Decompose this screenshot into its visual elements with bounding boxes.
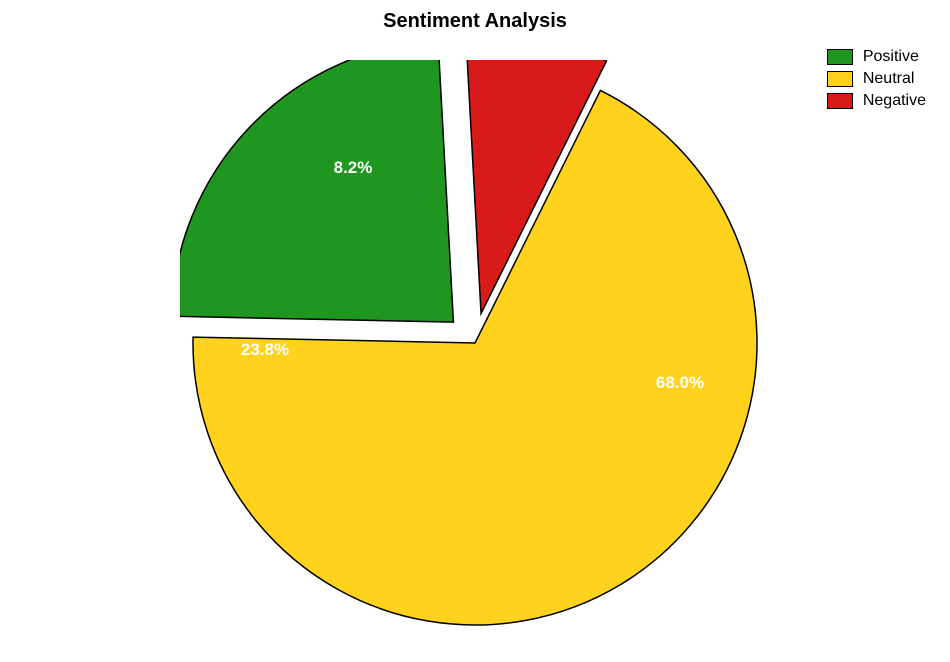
legend-label: Negative: [863, 92, 926, 110]
legend-swatch: [827, 49, 853, 65]
legend-label: Neutral: [863, 70, 915, 88]
slice-label-positive: 23.8%: [241, 340, 289, 360]
chart-title: Sentiment Analysis: [0, 10, 950, 33]
pie-slice-positive: [180, 60, 453, 322]
pie-chart: 68.0% 23.8% 8.2%: [180, 60, 770, 650]
legend: Positive Neutral Negative: [827, 48, 926, 114]
slice-label-neutral: 68.0%: [656, 373, 704, 393]
legend-swatch: [827, 71, 853, 87]
legend-item-positive: Positive: [827, 48, 926, 66]
legend-item-neutral: Neutral: [827, 70, 926, 88]
slice-label-negative: 8.2%: [334, 158, 373, 178]
legend-item-negative: Negative: [827, 92, 926, 110]
legend-swatch: [827, 93, 853, 109]
legend-label: Positive: [863, 48, 919, 66]
